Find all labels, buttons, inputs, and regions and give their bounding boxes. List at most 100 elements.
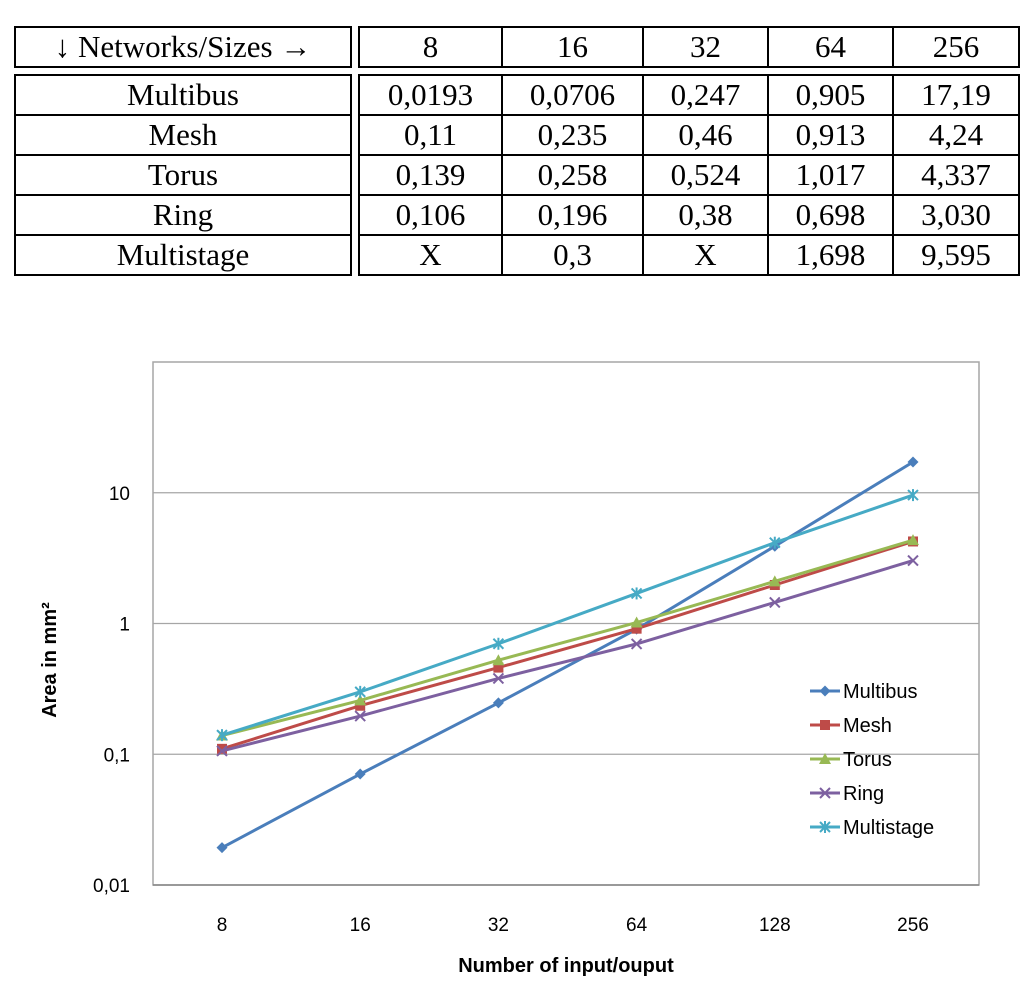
legend-label: Multistage bbox=[843, 817, 934, 839]
results-table: ↓ Networks/Sizes → 8 16 32 64 256 Multib… bbox=[14, 26, 1020, 276]
x-tick-label: 128 bbox=[759, 915, 791, 936]
series-ring bbox=[216, 554, 919, 757]
x-tick-label: 256 bbox=[897, 915, 929, 936]
row-name: Mesh bbox=[14, 114, 352, 156]
table-row: Ring 0,106 0,196 0,38 0,698 3,030 bbox=[14, 194, 1020, 236]
header-size: 256 bbox=[892, 26, 1020, 68]
legend-item: Multibus bbox=[810, 681, 917, 703]
row-name: Multibus bbox=[14, 74, 352, 116]
marker-stroke bbox=[354, 710, 366, 722]
data-point bbox=[819, 685, 831, 697]
table-cell: 0,0706 bbox=[501, 74, 644, 116]
data-point bbox=[493, 662, 504, 673]
legend-label: Torus bbox=[843, 749, 892, 771]
data-point bbox=[907, 554, 919, 567]
data-point bbox=[216, 745, 228, 757]
table-cell: 0,247 bbox=[642, 74, 769, 116]
column-divider bbox=[350, 155, 360, 195]
table-cell: 4,24 bbox=[892, 114, 1020, 156]
data-point bbox=[492, 637, 505, 650]
y-axis-ticks: 0,01 0,1 1 10 bbox=[93, 484, 130, 897]
marker-stroke bbox=[216, 745, 228, 757]
legend-item: Ring bbox=[810, 783, 884, 805]
data-point bbox=[819, 787, 831, 799]
series-line bbox=[221, 540, 914, 751]
data-point bbox=[354, 694, 367, 706]
data-point bbox=[819, 821, 831, 833]
header-separator bbox=[15, 67, 1019, 75]
table-cell: 4,337 bbox=[892, 154, 1020, 196]
series-group bbox=[216, 456, 919, 854]
row-name: Ring bbox=[14, 194, 352, 236]
data-point bbox=[355, 700, 366, 711]
data-point bbox=[630, 616, 643, 628]
header-size: 16 bbox=[501, 26, 644, 68]
table-cell: 9,595 bbox=[892, 234, 1020, 276]
header-size: 8 bbox=[358, 26, 503, 68]
marker-stroke bbox=[630, 638, 643, 650]
legend-label: Mesh bbox=[843, 715, 892, 737]
column-divider bbox=[350, 195, 360, 235]
results-table-container: ↓ Networks/Sizes → 8 16 32 64 256 Multib… bbox=[14, 26, 1020, 276]
series-line bbox=[221, 538, 914, 738]
table-cell: 0,38 bbox=[642, 194, 769, 236]
column-divider bbox=[350, 115, 360, 155]
chart-svg: 0,01 0,1 1 10 8 16 32 64 128 256 Multibus Mesh Tor… bbox=[39, 361, 980, 977]
legend-label: Multibus bbox=[843, 681, 917, 703]
table-row: Mesh 0,11 0,235 0,46 0,913 4,24 bbox=[14, 114, 1020, 156]
table-header-row: ↓ Networks/Sizes → 8 16 32 64 256 bbox=[14, 26, 1020, 68]
marker-stroke bbox=[907, 554, 919, 567]
data-point bbox=[631, 623, 642, 634]
table-cell: 0,698 bbox=[767, 194, 894, 236]
marker-stroke bbox=[769, 596, 781, 609]
table-cell: 0,235 bbox=[501, 114, 644, 156]
data-point bbox=[354, 768, 366, 780]
table-cell: 1,698 bbox=[767, 234, 894, 276]
table-cell: 0,46 bbox=[642, 114, 769, 156]
table-cell: 0,139 bbox=[358, 154, 503, 196]
x-tick-label: 32 bbox=[488, 915, 509, 936]
table-cell: 17,19 bbox=[892, 74, 1020, 116]
table-cell: X bbox=[642, 234, 769, 276]
table-cell: 0,106 bbox=[358, 194, 503, 236]
y-axis-label: Area in mm² bbox=[39, 602, 61, 718]
series-multistage bbox=[216, 489, 919, 742]
table-cell: 0,524 bbox=[642, 154, 769, 196]
marker-stroke bbox=[819, 787, 831, 799]
data-point bbox=[907, 456, 919, 468]
data-point bbox=[769, 596, 781, 609]
data-point bbox=[907, 534, 919, 546]
data-point bbox=[630, 587, 643, 600]
row-name: Multistage bbox=[14, 234, 352, 276]
y-tick-label: 0,01 bbox=[93, 876, 130, 897]
table-row: Multibus 0,0193 0,0706 0,247 0,905 17,19 bbox=[14, 74, 1020, 116]
header-size: 64 bbox=[767, 26, 894, 68]
legend-label: Ring bbox=[843, 783, 884, 805]
data-point bbox=[492, 672, 505, 685]
legend-item: Torus bbox=[810, 749, 892, 771]
table-cell: X bbox=[358, 234, 503, 276]
data-point bbox=[630, 638, 643, 650]
data-point bbox=[217, 743, 227, 754]
table-cell: 0,0193 bbox=[358, 74, 503, 116]
table-cell: 0,3 bbox=[501, 234, 644, 276]
table-cell: 0,258 bbox=[501, 154, 644, 196]
table-row: Multistage X 0,3 X 1,698 9,595 bbox=[14, 234, 1020, 276]
x-axis-ticks: 8 16 32 64 128 256 bbox=[217, 915, 929, 936]
data-point bbox=[354, 685, 366, 698]
table-cell: 0,196 bbox=[501, 194, 644, 236]
data-point bbox=[492, 654, 505, 666]
marker-stroke bbox=[492, 672, 505, 685]
column-divider bbox=[350, 75, 360, 115]
x-tick-label: 16 bbox=[350, 915, 371, 936]
data-point bbox=[769, 536, 781, 549]
legend-item: Multistage bbox=[810, 817, 934, 839]
data-point bbox=[354, 710, 366, 722]
data-point bbox=[820, 720, 830, 730]
y-tick-label: 1 bbox=[119, 615, 130, 636]
data-point bbox=[492, 697, 504, 709]
column-divider bbox=[350, 27, 360, 67]
data-point bbox=[907, 489, 919, 502]
data-point bbox=[216, 729, 228, 742]
table-cell: 0,905 bbox=[767, 74, 894, 116]
